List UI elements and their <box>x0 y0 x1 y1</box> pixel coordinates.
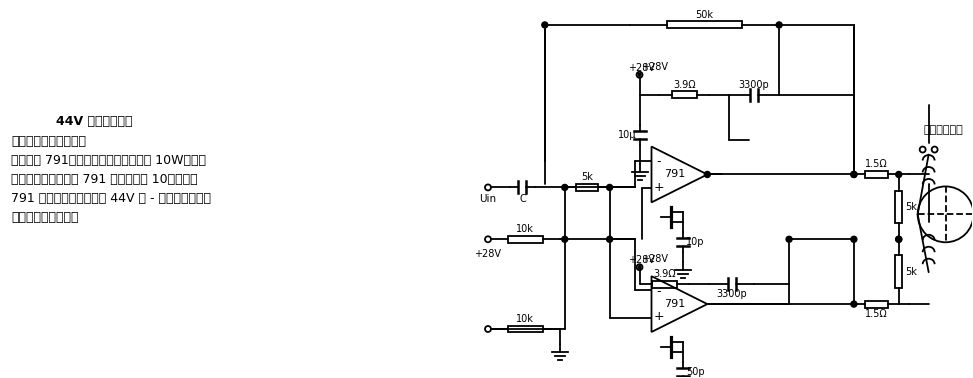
Text: 791: 791 <box>664 299 685 309</box>
Circle shape <box>896 236 902 242</box>
Text: 10p: 10p <box>686 237 704 247</box>
Text: Uin: Uin <box>480 194 496 204</box>
Text: +28V: +28V <box>641 62 668 72</box>
Bar <box>865 171 887 178</box>
Text: 10μ: 10μ <box>618 130 636 139</box>
Circle shape <box>606 184 613 191</box>
Polygon shape <box>652 276 707 332</box>
Bar <box>652 280 677 288</box>
Text: 3300p: 3300p <box>716 289 747 299</box>
Bar <box>576 184 598 191</box>
Bar <box>895 191 902 223</box>
Circle shape <box>896 236 902 242</box>
Circle shape <box>896 172 902 177</box>
Circle shape <box>850 172 857 177</box>
Text: 44V 交流驱动电路: 44V 交流驱动电路 <box>56 115 132 128</box>
Bar <box>508 236 543 243</box>
Bar <box>895 256 902 288</box>
Text: 3300p: 3300p <box>739 80 770 90</box>
Bar <box>865 301 887 308</box>
Circle shape <box>786 236 792 242</box>
Text: 5k: 5k <box>905 202 917 212</box>
Circle shape <box>542 22 548 28</box>
Text: -: - <box>656 155 661 169</box>
Text: C: C <box>519 194 525 204</box>
Text: 10k: 10k <box>517 224 534 234</box>
Circle shape <box>561 184 568 191</box>
Text: +: + <box>653 181 664 194</box>
Text: 1.5Ω: 1.5Ω <box>865 160 887 169</box>
Bar <box>667 22 741 28</box>
Text: 二相伺服电机: 二相伺服电机 <box>923 125 963 135</box>
Text: 50k: 50k <box>696 10 713 20</box>
Text: 3.9Ω: 3.9Ω <box>673 80 696 90</box>
Text: 1.5Ω: 1.5Ω <box>865 309 887 319</box>
Circle shape <box>606 236 613 242</box>
Text: 10k: 10k <box>517 314 534 324</box>
Circle shape <box>561 236 568 242</box>
Polygon shape <box>652 147 707 202</box>
Circle shape <box>638 266 641 269</box>
Text: +28V: +28V <box>641 254 668 264</box>
Circle shape <box>850 301 857 307</box>
Circle shape <box>850 236 857 242</box>
Text: 3.9Ω: 3.9Ω <box>653 269 676 279</box>
Text: +28V: +28V <box>628 255 655 265</box>
Bar <box>508 325 543 333</box>
Text: +28V: +28V <box>475 249 501 259</box>
Circle shape <box>704 172 710 177</box>
Circle shape <box>638 73 641 76</box>
Circle shape <box>850 172 857 177</box>
Text: 50p: 50p <box>686 367 704 377</box>
Circle shape <box>776 22 782 28</box>
Text: 791: 791 <box>664 169 685 180</box>
Bar <box>672 91 697 98</box>
Text: -: - <box>656 285 661 298</box>
Text: 该电路采用两只功率运
算放大器 791，每只连续功耗额定值为 10W，连接
成交流电桥。上部的 791 倒相增益为 10，下部的
791 将上部输出倒相，把 4: 该电路采用两只功率运 算放大器 791，每只连续功耗额定值为 10W，连接 成交… <box>12 135 211 224</box>
Text: +: + <box>653 310 664 323</box>
Text: 5k: 5k <box>581 172 594 183</box>
Text: +28V: +28V <box>628 63 655 73</box>
Text: 5k: 5k <box>905 266 917 277</box>
